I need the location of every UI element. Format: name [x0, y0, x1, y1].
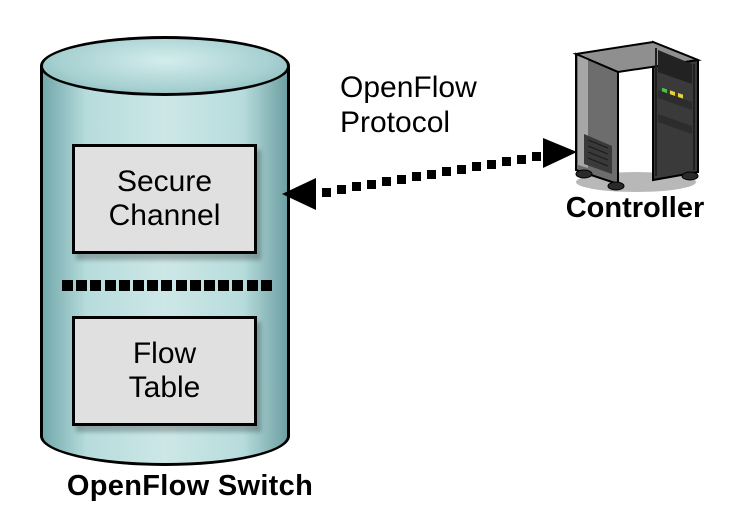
controller-server-icon [558, 24, 708, 194]
secure-channel-box: Secure Channel [72, 144, 257, 254]
openflow-switch: Secure Channel Flow Table OpenFlow Switc… [40, 36, 290, 466]
connection-arrow [282, 138, 577, 218]
switch-separator-dots [62, 280, 272, 292]
cylinder-top [40, 36, 290, 96]
connection-label-line2: Protocol [340, 106, 450, 139]
switch-label: OpenFlow Switch [40, 470, 340, 503]
diagram-stage: Secure Channel Flow Table OpenFlow Switc… [0, 0, 750, 516]
flow-table-box: Flow Table [72, 316, 257, 426]
connection-label-line1: OpenFlow [340, 71, 477, 104]
secure-channel-line2: Channel [109, 199, 221, 234]
secure-channel-line1: Secure [117, 165, 212, 200]
connection-label: OpenFlow Protocol [340, 70, 560, 141]
flow-table-line1: Flow [133, 337, 196, 372]
flow-table-line2: Table [129, 371, 201, 406]
controller-label: Controller [540, 192, 730, 225]
